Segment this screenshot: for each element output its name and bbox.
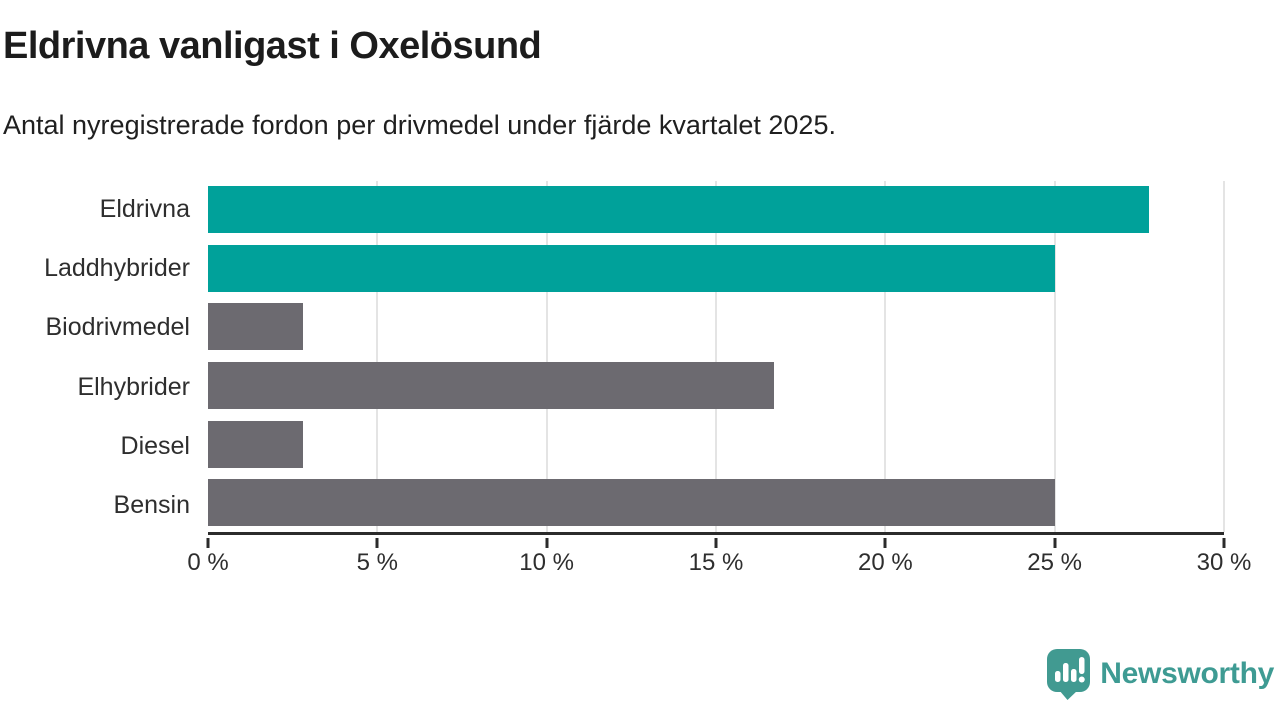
x-axis-tick-15 bbox=[714, 538, 718, 548]
bars-container bbox=[208, 180, 1224, 532]
gridline-10 bbox=[545, 181, 548, 532]
chart-subtitle: Antal nyregistrerade fordon per drivmede… bbox=[3, 110, 836, 140]
bar-eldrivna bbox=[208, 185, 1150, 233]
bar-row-elhybrider bbox=[208, 356, 1224, 415]
bar-diesel bbox=[208, 420, 303, 468]
x-axis-tick-label-25: 25 % bbox=[1027, 549, 1083, 576]
gridline-30 bbox=[1223, 181, 1225, 532]
x-axis-tick-label-20: 20 % bbox=[857, 549, 913, 576]
x-axis-tick-25 bbox=[1053, 538, 1057, 548]
gridline-20 bbox=[884, 181, 887, 532]
gridline-15 bbox=[715, 181, 717, 532]
bar-bensin bbox=[208, 479, 1055, 527]
chart-title: Eldrivna vanligast i Oxelösund bbox=[3, 25, 542, 67]
x-axis-tick-30 bbox=[1222, 538, 1226, 548]
bar-laddhybrider bbox=[208, 244, 1055, 292]
category-label-diesel: Diesel bbox=[120, 431, 190, 460]
category-label-biodrivmedel: Biodrivmedel bbox=[45, 313, 190, 342]
bar-biodrivmedel bbox=[208, 303, 303, 351]
bar-row-biodrivmedel bbox=[208, 297, 1224, 356]
y-axis-labels: Eldrivna Laddhybrider Biodrivmedel Elhybrid… bbox=[0, 180, 190, 535]
x-axis-tick-label-10: 10 % bbox=[519, 549, 575, 576]
category-label-eldrivna: Eldrivna bbox=[99, 195, 190, 224]
bar-row-bensin bbox=[208, 473, 1224, 532]
newsworthy-logo: Newsworthy bbox=[1046, 648, 1274, 700]
plot-area bbox=[208, 180, 1225, 535]
category-label-laddhybrider: Laddhybrider bbox=[44, 254, 190, 283]
x-axis-tick-label-30: 30 % bbox=[1196, 549, 1252, 576]
bar-row-diesel bbox=[208, 415, 1224, 474]
x-axis-tick-label-0: 0 % bbox=[187, 549, 229, 576]
bar-chart: Eldrivna Laddhybrider Biodrivmedel Elhybrid… bbox=[0, 180, 1280, 590]
bar-row-laddhybrider bbox=[208, 239, 1224, 298]
category-label-bensin: Bensin bbox=[113, 490, 190, 519]
newsworthy-logo-text: Newsworthy bbox=[1100, 657, 1274, 690]
x-axis-tick-5 bbox=[375, 538, 379, 548]
x-axis-tick-10 bbox=[545, 538, 549, 548]
bar-row-eldrivna bbox=[208, 180, 1224, 239]
newsworthy-logo-icon bbox=[1047, 649, 1091, 700]
category-label-elhybrider: Elhybrider bbox=[77, 372, 190, 401]
gridline-25 bbox=[1053, 181, 1056, 532]
x-axis-tick-20 bbox=[883, 538, 887, 548]
x-axis-tick-0 bbox=[206, 538, 210, 548]
x-axis-tick-label-15: 15 % bbox=[688, 549, 744, 576]
bar-elhybrider bbox=[208, 361, 774, 409]
x-axis-tick-label-5: 5 % bbox=[356, 549, 399, 576]
gridline-5 bbox=[376, 181, 379, 532]
